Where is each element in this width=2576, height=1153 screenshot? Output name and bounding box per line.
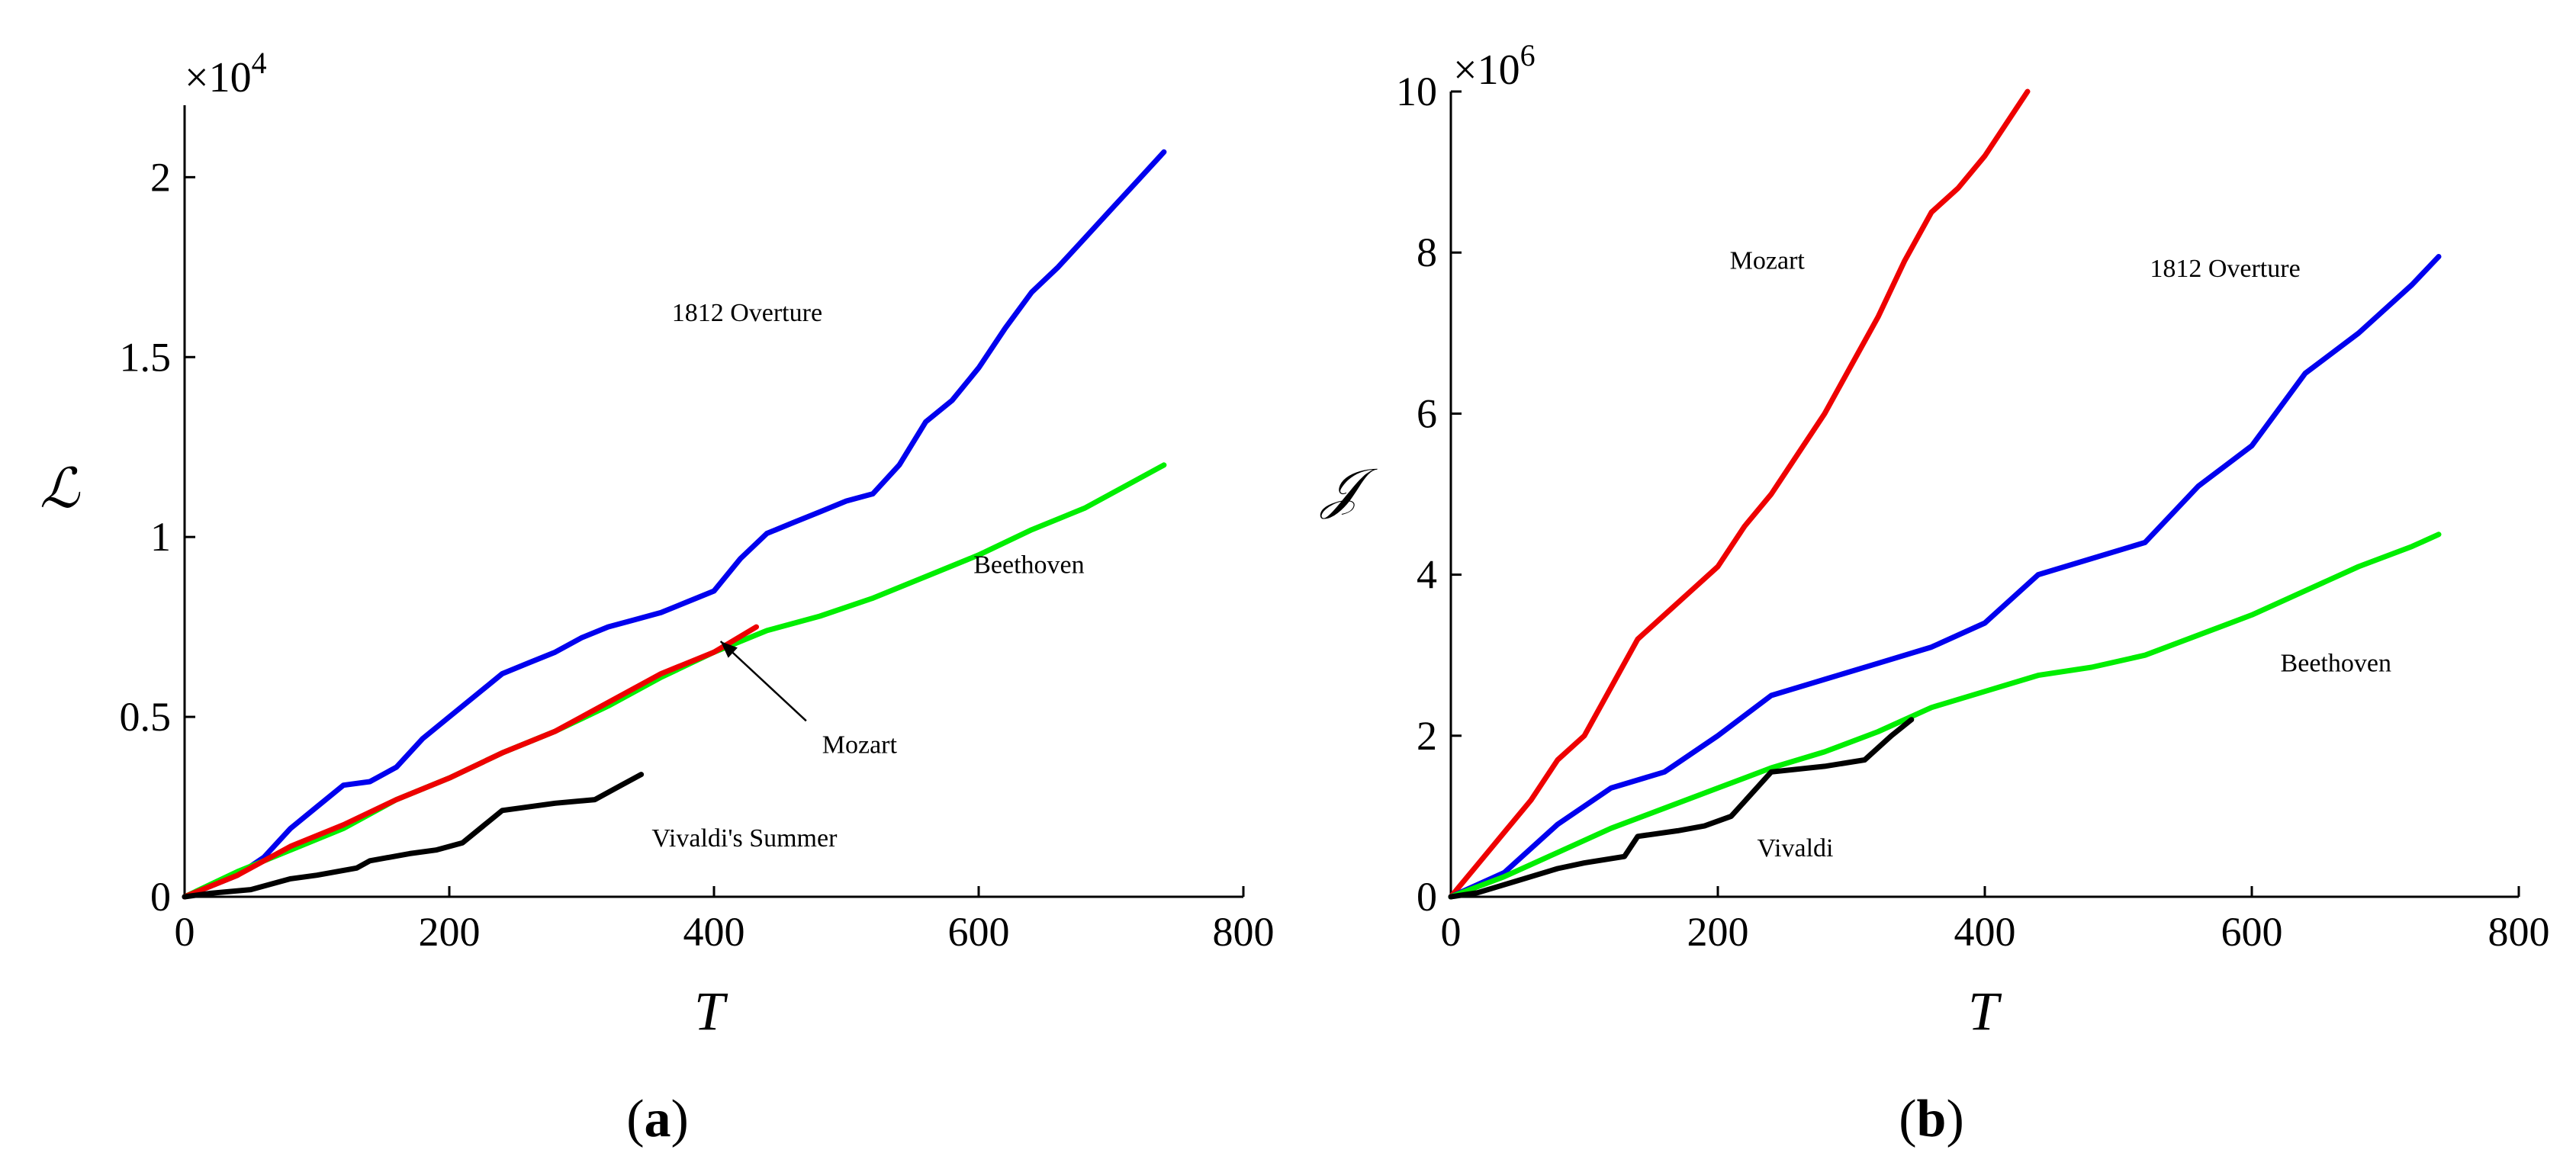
panel-b-x-label: T [1968,981,2002,1042]
panel-a-ytick-label: 1.5 [120,334,172,380]
panel-b-series-vivaldi [1448,717,1915,900]
panel-b-xtick-label: 0 [1441,909,1462,955]
panel-b-y-multiplier: ×106 [1453,38,1536,94]
panel-a-series-mozart [182,624,759,900]
panel-a: 0 200 400 600 800 0 0.5 1 1.5 2 1812 Overture Beet… [40,46,1274,1148]
panel-a-ytick-label: 0.5 [120,694,172,740]
panel-a-caption: (a) [626,1090,689,1148]
panel-b-annotation: Mozart [1730,246,1806,275]
panel-b-series-mozart [1448,88,2031,900]
panel-b-ytick-label: 2 [1417,713,1437,759]
panel-a-annotation: Vivaldi's Summer [651,824,838,853]
panel-b-series [1448,88,2442,900]
panel-a-y-label: ℒ [40,458,81,519]
panel-a-x-label: T [694,981,728,1042]
panel-b-xtick-label: 400 [1954,909,2016,955]
panel-b-xtick-label: 200 [1687,909,1749,955]
panel-b-annotation: Beethoven [2281,649,2391,677]
panel-b-series-beethoven [1448,532,2442,900]
panel-a-xtick-label: 200 [419,909,481,955]
panel-a-annotation: Beethoven [973,551,1084,579]
panel-b-ytick-label: 10 [1396,69,1437,114]
panel-a-ytick-label: 0 [150,874,171,920]
panel-b-series-1812-overture [1448,254,2442,900]
panel-a-series-vivaldi-s-summer [182,772,645,900]
panel-a-xtick-label: 400 [683,909,745,955]
panel-b-xtick-label: 800 [2488,909,2550,955]
panel-b-ticks: 0 200 400 600 800 0 2 4 6 8 10 [1396,69,2550,955]
panel-a-ticks: 0 200 400 600 800 0 0.5 1 1.5 2 [120,154,1275,955]
panel-a-annotation-arrowhead [720,641,738,658]
panel-a-series-1812-overture [182,149,1167,900]
panel-b-xtick-label: 600 [2221,909,2283,955]
panel-b-annotations: Mozart 1812 Overture Beethoven Vivaldi [1730,246,2391,862]
panel-a-annotations: 1812 Overture Beethoven Mozart Vivaldi's Su… [651,299,1084,853]
panel-b: 0 200 400 600 800 0 2 4 6 8 10 Mozart 1812 Overture… [1320,38,2549,1148]
panel-b-annotation: Vivaldi [1758,834,1834,862]
panel-a-xtick-label: 600 [948,909,1010,955]
panel-a-annotation-arrow [719,641,807,722]
panel-b-y-label: 𝒥 [1320,458,1378,519]
panel-b-ytick-label: 8 [1417,230,1437,275]
panel-a-xtick-label: 0 [175,909,195,955]
panel-b-annotation: 1812 Overture [2150,255,2300,283]
panel-b-ytick-label: 0 [1417,874,1437,920]
panel-a-xtick-label: 800 [1213,909,1275,955]
panel-a-annotation: 1812 Overture [672,299,822,327]
panel-b-ytick-label: 6 [1417,390,1437,436]
panel-a-series [182,149,1167,900]
panel-a-y-multiplier: ×104 [185,46,267,101]
panel-a-annotation: Mozart [822,731,898,759]
panel-a-ytick-label: 1 [150,514,171,560]
panel-b-caption: (b) [1899,1090,1964,1148]
panel-b-ytick-label: 4 [1417,552,1437,598]
panel-a-ytick-label: 2 [150,154,171,200]
